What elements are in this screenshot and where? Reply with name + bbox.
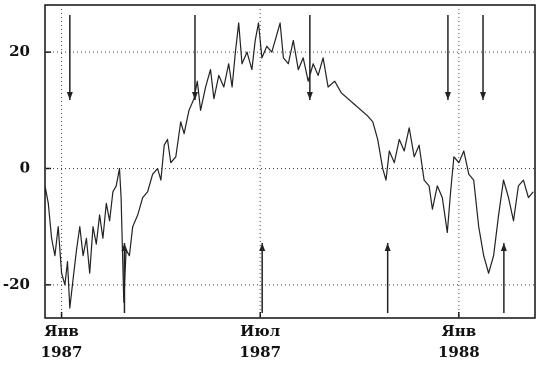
arrow-head	[480, 92, 487, 100]
x-tick-label: Июл 1987	[239, 322, 282, 361]
y-tick-label: -20	[3, 275, 30, 293]
x-tick-label: Янв 1987	[40, 322, 83, 361]
arrow-head	[444, 92, 451, 100]
arrow-head	[384, 243, 391, 251]
arrow-head	[306, 92, 313, 100]
data-line	[44, 22, 534, 309]
y-tick-label: 0	[20, 158, 30, 176]
x-tick-label: Янв 1988	[437, 322, 480, 361]
plot-frame	[44, 4, 536, 319]
arrow-head	[259, 243, 266, 251]
arrow-head	[66, 92, 73, 100]
arrow-head	[500, 243, 507, 251]
y-tick-label: 20	[9, 42, 30, 60]
